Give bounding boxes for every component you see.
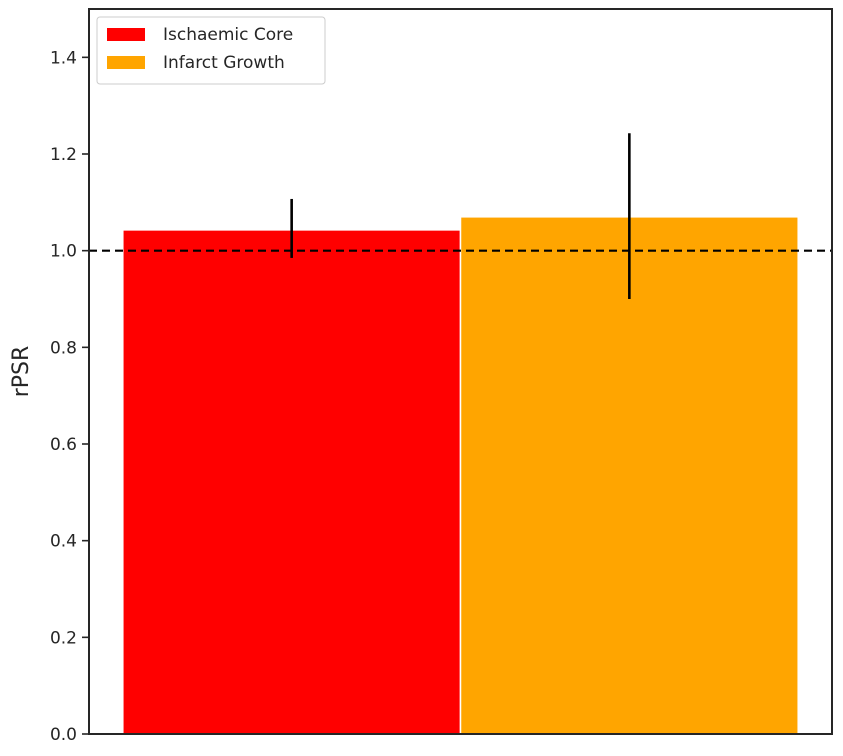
legend-swatch (107, 56, 145, 69)
y-tick-label: 1.2 (50, 145, 77, 165)
legend-label: Infarct Growth (163, 53, 285, 73)
bar-ischaemic-core (122, 229, 462, 735)
y-tick-label: 0.0 (50, 725, 77, 745)
y-tick-label: 0.8 (50, 338, 77, 358)
legend-swatch (107, 28, 145, 41)
y-tick-label: 1.0 (50, 242, 77, 262)
plot-frame (88, 8, 833, 735)
legend-label: Ischaemic Core (163, 25, 293, 45)
bars-layer (122, 216, 799, 735)
y-tick-label: 0.4 (50, 532, 77, 552)
error-bars-layer (290, 133, 631, 299)
y-axis-ticks: 0.0 0.2 0.4 0.6 0.8 1.0 1.2 1.4 (50, 48, 89, 745)
y-tick-label: 0.2 (50, 628, 77, 648)
y-tick-label: 0.6 (50, 435, 77, 455)
legend-box (96, 16, 326, 85)
legend-items: Ischaemic Core Infarct Growth (107, 25, 293, 73)
y-axis-label: rPSR (9, 346, 34, 398)
legend: Ischaemic Core Infarct Growth (96, 16, 326, 85)
y-tick-label: 1.4 (50, 48, 77, 68)
bar-infarct-growth (459, 216, 799, 735)
